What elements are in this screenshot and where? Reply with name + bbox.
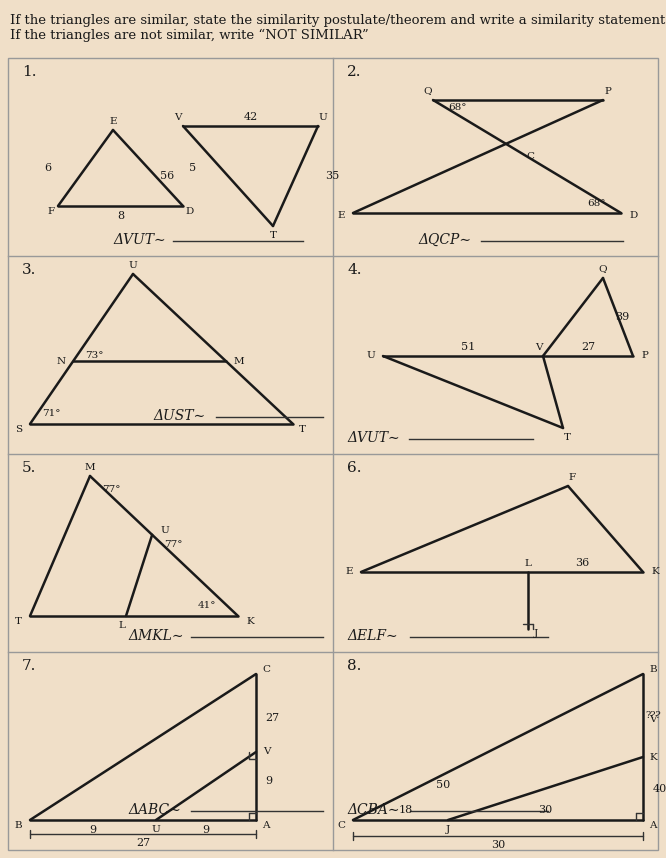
- Text: U: U: [366, 352, 375, 360]
- Text: 27: 27: [136, 838, 150, 848]
- Text: B: B: [15, 821, 22, 831]
- Text: E: E: [109, 117, 117, 125]
- Text: U: U: [152, 825, 161, 833]
- Text: E: E: [338, 210, 345, 220]
- Text: 1.: 1.: [22, 65, 37, 79]
- Text: 8: 8: [117, 211, 124, 221]
- Text: 2.: 2.: [347, 65, 362, 79]
- Text: ΔMKL∼: ΔMKL∼: [128, 629, 184, 643]
- Text: E: E: [346, 567, 353, 577]
- Text: F: F: [47, 208, 55, 216]
- Text: 77°: 77°: [164, 541, 182, 549]
- Text: 5.: 5.: [22, 461, 37, 475]
- Text: ΔVUT∼: ΔVUT∼: [113, 233, 166, 247]
- Text: D: D: [629, 210, 637, 220]
- Text: K: K: [246, 618, 254, 626]
- Text: 18: 18: [398, 805, 413, 815]
- Text: L: L: [119, 620, 125, 630]
- Text: 27: 27: [581, 342, 595, 352]
- Text: 71°: 71°: [42, 409, 61, 419]
- Text: C: C: [337, 821, 345, 831]
- Text: 6: 6: [45, 163, 51, 173]
- Text: 40: 40: [653, 783, 666, 794]
- Text: C: C: [262, 666, 270, 674]
- Text: 56: 56: [160, 171, 174, 181]
- Text: V: V: [535, 342, 543, 352]
- Text: F: F: [569, 473, 575, 481]
- Text: 51: 51: [461, 342, 475, 352]
- Text: 68°: 68°: [448, 104, 466, 112]
- Text: 9: 9: [202, 825, 210, 835]
- Text: ΔVUT∼: ΔVUT∼: [347, 431, 400, 445]
- Text: 30: 30: [538, 805, 553, 815]
- Text: S: S: [15, 426, 22, 434]
- Text: 35: 35: [325, 171, 339, 181]
- Text: 39: 39: [615, 312, 629, 322]
- Text: B: B: [649, 666, 657, 674]
- Text: D: D: [186, 208, 194, 216]
- Text: 36: 36: [575, 558, 589, 568]
- Text: A: A: [649, 821, 657, 831]
- Text: V: V: [174, 112, 182, 122]
- Text: ΔELF∼: ΔELF∼: [347, 629, 398, 643]
- Text: ΔABC∼: ΔABC∼: [128, 803, 180, 817]
- Text: T: T: [15, 618, 22, 626]
- Text: T: T: [299, 426, 306, 434]
- Text: M: M: [85, 462, 95, 472]
- Text: ???: ???: [645, 711, 661, 720]
- Text: C: C: [526, 152, 534, 161]
- Text: 7.: 7.: [22, 659, 37, 673]
- Text: M: M: [234, 357, 244, 366]
- Text: U: U: [160, 526, 169, 535]
- Text: If the triangles are similar, state the similarity postulate/theorem and write a: If the triangles are similar, state the …: [10, 14, 666, 42]
- Text: 3.: 3.: [22, 263, 37, 277]
- Text: 27: 27: [265, 713, 279, 723]
- Text: K: K: [649, 752, 657, 762]
- Text: N: N: [56, 357, 65, 366]
- Text: P: P: [605, 87, 611, 95]
- Text: J: J: [534, 630, 538, 638]
- Text: T: T: [270, 232, 276, 240]
- Text: J: J: [446, 825, 450, 833]
- Text: L: L: [525, 559, 531, 567]
- Text: 30: 30: [491, 840, 505, 850]
- Text: Q: Q: [599, 264, 607, 274]
- Text: A: A: [262, 821, 270, 831]
- Text: 5: 5: [189, 163, 196, 173]
- Text: 8.: 8.: [347, 659, 362, 673]
- Text: 4.: 4.: [347, 263, 362, 277]
- Text: Q: Q: [424, 87, 432, 95]
- Text: U: U: [318, 112, 328, 122]
- Text: ΔQCP∼: ΔQCP∼: [418, 233, 471, 247]
- Text: 73°: 73°: [85, 352, 104, 360]
- Text: 9: 9: [89, 825, 97, 835]
- Text: U: U: [129, 261, 137, 269]
- Text: ΔCBA∼: ΔCBA∼: [347, 803, 400, 817]
- Text: 41°: 41°: [198, 601, 216, 611]
- Text: 6.: 6.: [347, 461, 362, 475]
- Text: 42: 42: [243, 112, 258, 122]
- Text: 68°: 68°: [587, 198, 606, 208]
- Text: P: P: [641, 352, 648, 360]
- Text: V: V: [263, 747, 270, 757]
- Text: V: V: [649, 716, 657, 724]
- Text: 9: 9: [265, 776, 272, 786]
- Text: 50: 50: [436, 780, 450, 790]
- Text: ΔUST∼: ΔUST∼: [153, 409, 205, 423]
- Text: T: T: [563, 432, 571, 442]
- Text: K: K: [651, 567, 659, 577]
- Text: 77°: 77°: [102, 486, 121, 494]
